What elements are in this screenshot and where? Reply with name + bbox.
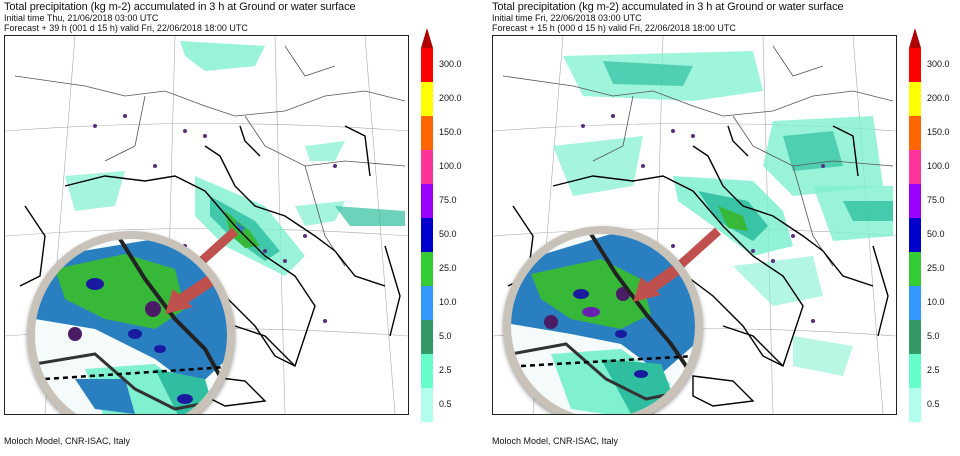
legend-label: 5.0: [927, 331, 940, 341]
legend-swatch: [909, 218, 921, 252]
legend-swatch: [421, 286, 433, 320]
left-precipitation-map: [4, 35, 409, 415]
right-borders: [502, 45, 894, 267]
left-zoom-svg: [35, 239, 227, 414]
legend-swatch: [909, 388, 921, 422]
left-legend-top-arrow: [421, 28, 433, 48]
legend-swatch: [909, 82, 921, 116]
legend-swatch: [421, 82, 433, 116]
legend-swatch: [421, 184, 433, 218]
right-map-panel: Total precipitation (kg m-2) accumulated…: [488, 0, 960, 456]
legend-swatch: [909, 48, 921, 82]
legend-label: 0.5: [927, 399, 940, 409]
legend-label: 2.5: [439, 365, 452, 375]
legend-label: 25.0: [927, 263, 945, 273]
legend-label: 200.0: [439, 93, 462, 103]
right-init-time: Initial time Fri, 22/06/2018 03:00 UTC: [492, 13, 642, 23]
right-title: Total precipitation (kg m-2) accumulated…: [492, 1, 844, 13]
legend-swatch: [909, 320, 921, 354]
left-header: Total precipitation (kg m-2) accumulated…: [4, 2, 356, 33]
legend-swatch: [421, 48, 433, 82]
legend-swatch: [421, 320, 433, 354]
legend-label: 10.0: [927, 297, 945, 307]
right-header: Total precipitation (kg m-2) accumulated…: [492, 2, 844, 33]
legend-swatch: [421, 218, 433, 252]
left-borders: [14, 45, 406, 267]
right-footer-credit: Moloch Model, CNR-ISAC, Italy: [492, 436, 619, 446]
legend-label: 50.0: [439, 229, 457, 239]
right-color-legend: 300.0 200.0 150.0 100.0 75.0 50.0 25.0 1…: [905, 28, 960, 422]
legend-swatch: [909, 184, 921, 218]
legend-label: 5.0: [439, 331, 452, 341]
legend-label: 75.0: [927, 195, 945, 205]
left-color-legend: 300.0 200.0 150.0 100.0 75.0 50.0 25.0 1…: [417, 28, 477, 422]
legend-label: 300.0: [927, 59, 950, 69]
right-zoom-svg: [511, 234, 695, 414]
legend-swatch: [421, 388, 433, 422]
right-forecast-time: Forecast + 15 h (000 d 15 h) valid Fri, …: [492, 23, 736, 33]
legend-swatch: [909, 286, 921, 320]
legend-swatch: [909, 150, 921, 184]
right-city-dots: [581, 114, 825, 323]
left-map-panel: Total precipitation (kg m-2) accumulated…: [0, 0, 475, 456]
legend-swatch: [909, 252, 921, 286]
legend-label: 150.0: [927, 127, 950, 137]
right-legend-top-arrow: [909, 28, 921, 48]
right-precipitation-map: [492, 35, 897, 415]
right-legend-bar: [909, 48, 921, 422]
left-zoom-lens: [27, 231, 235, 414]
legend-label: 150.0: [439, 127, 462, 137]
legend-swatch: [909, 116, 921, 150]
right-zoom-lens: [503, 226, 703, 414]
legend-label: 25.0: [439, 263, 457, 273]
left-footer-credit: Moloch Model, CNR-ISAC, Italy: [4, 436, 131, 446]
legend-swatch: [421, 354, 433, 388]
legend-label: 200.0: [927, 93, 950, 103]
legend-swatch: [421, 116, 433, 150]
legend-label: 2.5: [927, 365, 940, 375]
left-forecast-time: Forecast + 39 h (001 d 15 h) valid Fri, …: [4, 23, 248, 33]
legend-swatch: [909, 354, 921, 388]
left-init-time: Initial time Thu, 21/06/2018 03:00 UTC: [4, 13, 159, 23]
right-precip-field: [553, 51, 893, 376]
legend-label: 100.0: [927, 161, 950, 171]
left-title: Total precipitation (kg m-2) accumulated…: [4, 1, 356, 13]
legend-label: 75.0: [439, 195, 457, 205]
left-map-svg: [5, 36, 408, 414]
legend-label: 0.5: [439, 399, 452, 409]
legend-label: 300.0: [439, 59, 462, 69]
legend-label: 100.0: [439, 161, 462, 171]
left-legend-bar: [421, 48, 433, 422]
legend-label: 10.0: [439, 297, 457, 307]
legend-swatch: [421, 150, 433, 184]
legend-swatch: [421, 252, 433, 286]
legend-label: 50.0: [927, 229, 945, 239]
